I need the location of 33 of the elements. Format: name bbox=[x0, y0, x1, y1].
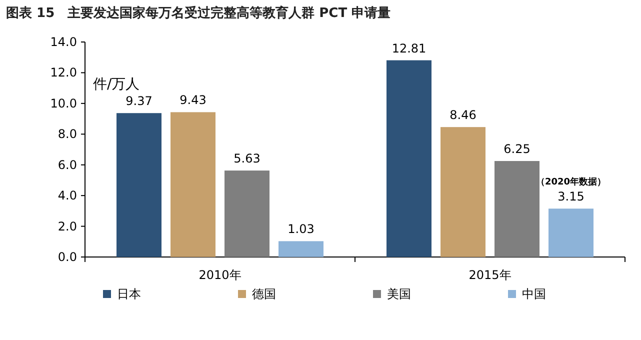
data-label: 9.37 bbox=[126, 94, 152, 108]
bar bbox=[386, 60, 432, 257]
data-label: 8.46 bbox=[450, 108, 476, 122]
bar bbox=[116, 113, 162, 257]
bar bbox=[494, 161, 540, 257]
data-label: 6.25 bbox=[504, 142, 530, 156]
data-label: 5.63 bbox=[234, 152, 260, 166]
y-tick-label: 0.0 bbox=[58, 250, 77, 264]
x-tick-label: 2015年 bbox=[468, 268, 512, 282]
data-label: 12.81 bbox=[392, 41, 426, 56]
y-tick-label: 12.0 bbox=[50, 66, 77, 80]
legend-label: 中国 bbox=[522, 287, 546, 301]
y-axis-title: 件/万人 bbox=[93, 76, 140, 93]
chart-title: 图表 15 主要发达国家每万名受过完整高等教育人群 PCT 申请量 bbox=[6, 5, 391, 21]
y-tick-label: 8.0 bbox=[58, 127, 77, 142]
legend-label: 日本 bbox=[117, 287, 141, 301]
bar bbox=[278, 241, 324, 257]
bar bbox=[548, 208, 594, 257]
y-tick-label: 10.0 bbox=[50, 96, 77, 110]
x-tick-label: 2010年 bbox=[198, 268, 242, 282]
y-tick-label: 2.0 bbox=[58, 219, 77, 234]
y-tick-label: 4.0 bbox=[58, 188, 77, 203]
bar bbox=[440, 127, 486, 257]
legend-label: 美国 bbox=[387, 287, 411, 301]
bar bbox=[170, 112, 216, 257]
y-tick-label: 6.0 bbox=[58, 158, 77, 172]
data-label: 3.15 bbox=[558, 190, 584, 204]
y-tick-label: 14.0 bbox=[50, 35, 77, 49]
annotation: （2020年数据） bbox=[536, 176, 606, 188]
data-label: 9.43 bbox=[180, 93, 206, 108]
legend-label: 德国 bbox=[252, 287, 276, 301]
data-label: 1.03 bbox=[288, 222, 314, 236]
bar bbox=[224, 170, 270, 257]
